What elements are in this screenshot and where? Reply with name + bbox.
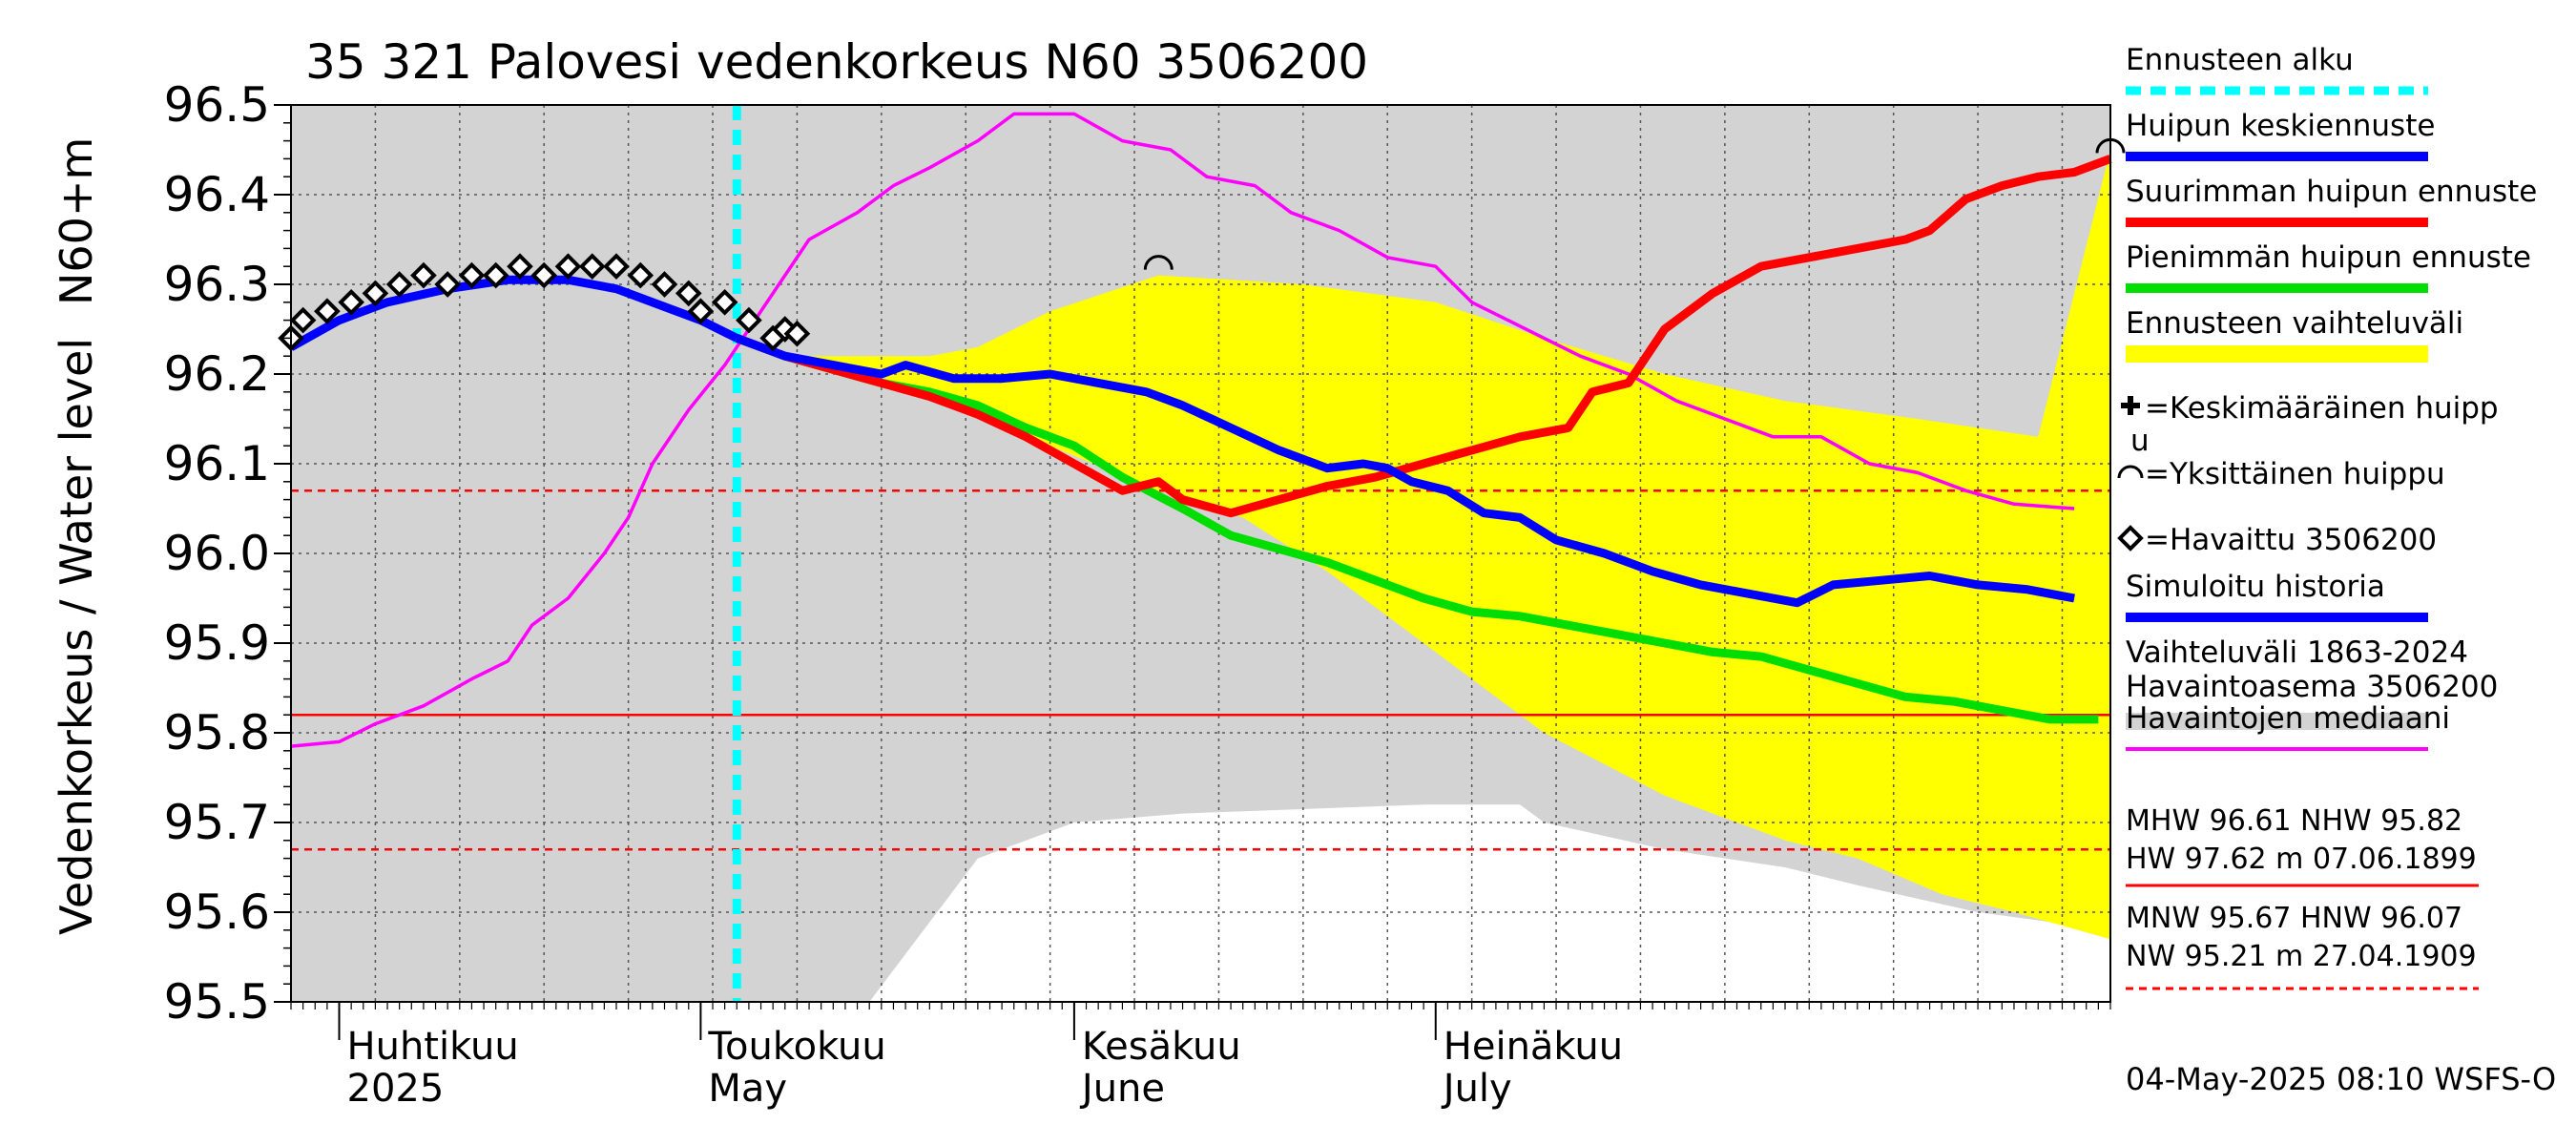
- y-tick-label: 95.5: [164, 974, 270, 1030]
- legend-label: Pienimmän huipun ennuste: [2126, 240, 2531, 275]
- mean-peak-forecast-line: [735, 334, 2075, 608]
- y-tick-label: 96.1: [164, 436, 270, 491]
- observed-point: [482, 261, 509, 289]
- legend-label: Suurimman huipun ennuste: [2126, 175, 2537, 209]
- observed-point: [675, 280, 702, 307]
- observed-point: [458, 261, 486, 289]
- y-tick-label: 95.7: [164, 795, 270, 850]
- y-tick-label: 95.6: [164, 885, 270, 940]
- chart-title: 35 321 Palovesi vedenkorkeus N60 3506200: [305, 34, 1368, 90]
- observed-point: [314, 298, 341, 325]
- legend-label: Ennusteen alku: [2126, 43, 2354, 77]
- plot-area: [278, 104, 2126, 1003]
- observed-point: [338, 288, 364, 316]
- observed-point: [554, 253, 582, 281]
- observed-median-line: [290, 112, 2075, 748]
- legend-label: Havaintojen mediaani: [2126, 701, 2450, 736]
- x-month-label: Heinäkuu: [1444, 1025, 1623, 1069]
- y-tick-label: 95.8: [164, 705, 270, 760]
- legend: Ennusteen alku Huipun keskiennuste Suurimm…: [2117, 43, 2537, 751]
- observed-point: [362, 280, 389, 307]
- min-peak-forecast-line: [735, 334, 2099, 724]
- max-peak-forecast-line: [735, 155, 2112, 518]
- observed-point: [385, 271, 413, 298]
- y-tick-label: 96.4: [164, 167, 270, 222]
- legend-label: Ennusteen vaihteluväli: [2126, 306, 2463, 341]
- legend-label: Huipun keskiennuste: [2126, 109, 2435, 143]
- y-tick-label: 96.5: [164, 77, 270, 133]
- observed-point: [578, 253, 606, 281]
- y-axis: 95.5 95.6 95.7 95.8 95.9 96.0 96.1 96.2 96.3 96.4…: [164, 77, 291, 1030]
- legend-plus-symbol: [2121, 396, 2140, 415]
- forecast-range-band: [737, 150, 2111, 940]
- single-peak-marker: [1143, 255, 1174, 270]
- legend-label-continued: Havaintoasema 3506200: [2126, 670, 2498, 704]
- x-month-label: Huhtikuu: [347, 1025, 519, 1069]
- legend-diamond-symbol: [2117, 525, 2144, 552]
- observed-point: [507, 253, 533, 281]
- observed-point: [289, 306, 317, 334]
- y-tick-label: 96.3: [164, 257, 270, 312]
- observed-point: [783, 320, 811, 347]
- observed-point: [687, 298, 715, 325]
- observed-point: [434, 271, 462, 298]
- x-month-sublabel: July: [1441, 1067, 1512, 1111]
- footer-timestamp: 04-May-2025 08:10 WSFS-O: [2126, 1061, 2556, 1097]
- observed-point: [603, 253, 630, 281]
- stats-line-4: NW 95.21 m 27.04.1909: [2126, 940, 2477, 973]
- observed-point: [651, 271, 678, 298]
- legend-label: Simuloitu historia: [2126, 570, 2385, 604]
- legend-label: =Yksittäinen huippu: [2145, 457, 2445, 491]
- x-month-sublabel: May: [708, 1067, 787, 1111]
- observed-point: [627, 261, 654, 289]
- x-month-sublabel: 2025: [347, 1067, 445, 1111]
- stats-line-1: MHW 96.61 NHW 95.82: [2126, 804, 2462, 838]
- observed-point: [410, 261, 437, 289]
- observed-point: [736, 306, 762, 334]
- legend-swatch: [2126, 713, 2428, 730]
- y-tick-label: 96.2: [164, 346, 270, 402]
- legend-label: =Havaittu 3506200: [2145, 523, 2437, 557]
- observed-points: [278, 253, 811, 352]
- observed-point: [530, 261, 558, 289]
- statistics-box: MHW 96.61 NHW 95.82 HW 97.62 m 07.06.189…: [2126, 804, 2479, 990]
- legend-label: Vaihteluväli 1863-2024: [2126, 635, 2468, 670]
- legend-label: =Keskimääräinen huipp: [2145, 391, 2499, 426]
- legend-label-continued: u: [2130, 424, 2150, 458]
- y-axis-unit-label: N60+m: [51, 137, 102, 305]
- y-tick-label: 95.9: [164, 615, 270, 671]
- legend-swatch: [2126, 345, 2428, 363]
- observed-point: [711, 288, 738, 316]
- stats-line-3: MNW 95.67 HNW 96.07: [2126, 902, 2462, 935]
- y-axis-label: Vedenkorkeus / Water level: [51, 338, 102, 935]
- y-tick-label: 96.0: [164, 526, 270, 581]
- x-month-label: Kesäkuu: [1082, 1025, 1241, 1069]
- x-month-sublabel: June: [1079, 1067, 1165, 1111]
- x-month-label: Toukokuu: [707, 1025, 885, 1069]
- legend-arc-symbol: [2117, 465, 2144, 479]
- stats-line-2: HW 97.62 m 07.06.1899: [2126, 843, 2477, 876]
